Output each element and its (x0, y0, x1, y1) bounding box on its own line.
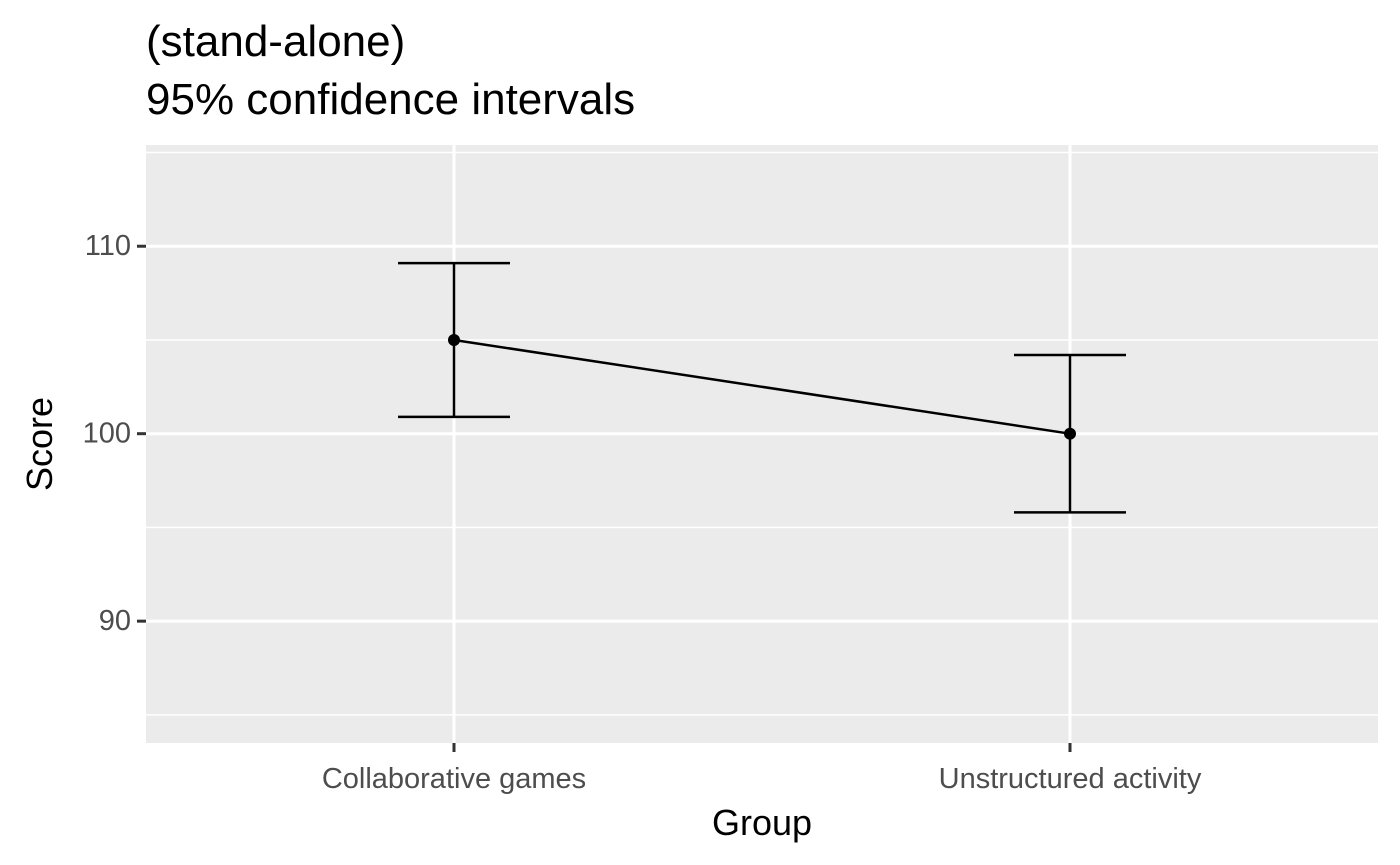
major-gridlines (146, 145, 1378, 743)
series-line (453, 338, 1071, 435)
x-axis-title: Group (712, 802, 812, 843)
y-tick-label: 90 (99, 605, 131, 637)
minor-gridlines (146, 151, 1378, 716)
series-layer (398, 261, 1126, 514)
y-axis-title: Score (19, 397, 60, 491)
chart-subtitle: 95% confidence intervals (146, 75, 636, 124)
y-tick-label: 110 (85, 230, 131, 262)
data-point (1064, 427, 1076, 440)
x-tick-label: Unstructured activity (939, 763, 1202, 795)
y-tick-label: 100 (83, 418, 131, 450)
plot-panel (146, 145, 1378, 743)
data-point (448, 333, 460, 346)
x-tick-label: Collaborative games (322, 763, 586, 795)
x-axis-ticks: Collaborative games Unstructured activity (322, 743, 1202, 795)
y-axis-ticks: 90 100 110 (83, 230, 146, 637)
chart-title: (stand-alone) (146, 17, 406, 66)
